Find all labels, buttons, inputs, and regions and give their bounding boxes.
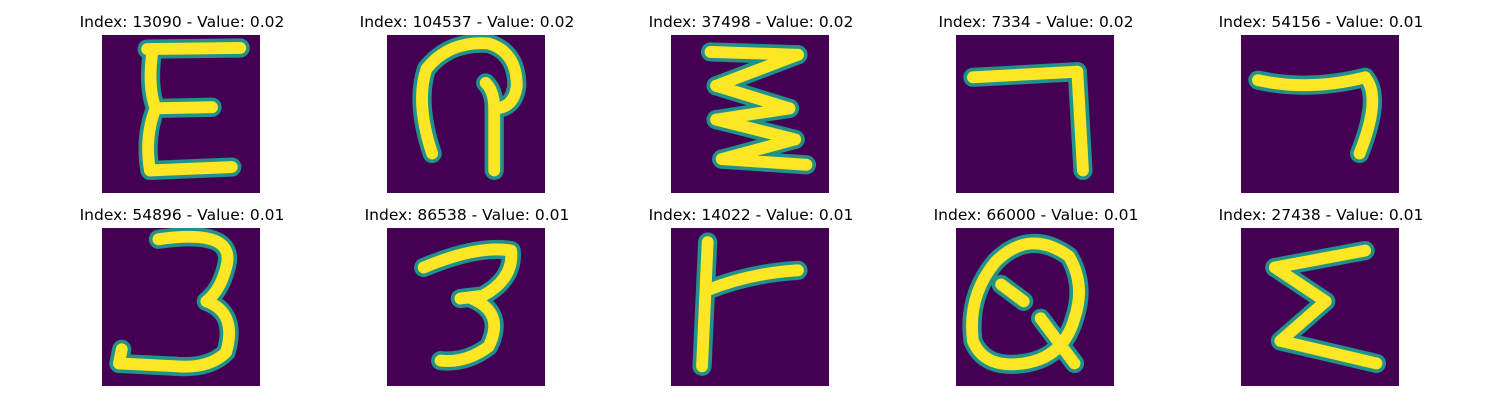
panel-title: Index: 7334 - Value: 0.02 — [938, 13, 1134, 31]
glyph-stroke — [966, 237, 1085, 371]
glyph-stroke — [715, 153, 813, 171]
glyph-image — [387, 35, 545, 193]
glyph-image — [956, 35, 1114, 193]
glyph-image — [102, 35, 260, 193]
glyph-stroke — [149, 101, 218, 115]
panel-title: Index: 104537 - Value: 0.02 — [359, 13, 575, 31]
glyph-stroke — [152, 230, 234, 308]
glyph-stroke — [417, 243, 518, 305]
glyph-image — [102, 228, 260, 386]
glyph-stroke — [144, 161, 238, 177]
panel-title: Index: 14022 - Value: 0.01 — [648, 206, 854, 224]
glyph-image — [671, 35, 829, 193]
panel-title: Index: 86538 - Value: 0.01 — [364, 206, 570, 224]
panel-title: Index: 27438 - Value: 0.01 — [1218, 206, 1424, 224]
glyph-stroke — [1252, 71, 1372, 92]
glyph-stroke — [479, 77, 501, 177]
panel-title: Index: 54156 - Value: 0.01 — [1218, 13, 1424, 31]
glyph-image — [387, 228, 545, 386]
glyph-stroke — [144, 43, 162, 115]
panel-title: Index: 66000 - Value: 0.01 — [933, 206, 1139, 224]
glyph-stroke — [1071, 65, 1089, 177]
panel-title: Index: 13090 - Value: 0.02 — [79, 13, 285, 31]
glyph-stroke — [1268, 261, 1332, 308]
glyph-stroke — [1353, 71, 1379, 160]
glyph-stroke — [169, 295, 235, 373]
glyph-stroke — [113, 357, 182, 373]
glyph-stroke — [696, 236, 714, 373]
glyph-stroke — [710, 113, 802, 146]
glyph-image — [1241, 35, 1399, 193]
glyph-stroke — [1034, 312, 1081, 370]
glyph-stroke — [710, 48, 804, 92]
glyph-stroke — [416, 37, 523, 160]
glyph-stroke — [141, 42, 247, 56]
glyph-stroke — [1274, 295, 1332, 347]
glyph-stroke — [1268, 244, 1372, 274]
glyph-stroke — [701, 264, 804, 296]
glyph-stroke — [967, 65, 1084, 84]
panel-title: Index: 37498 - Value: 0.02 — [648, 13, 854, 31]
panel-title: Index: 54896 - Value: 0.01 — [79, 206, 285, 224]
glyph-image — [956, 228, 1114, 386]
glyph-stroke — [995, 278, 1030, 308]
image-background — [387, 35, 545, 193]
glyph-image — [671, 228, 829, 386]
glyph-stroke — [1274, 334, 1383, 370]
glyph-image — [1241, 228, 1399, 386]
glyph-stroke — [113, 343, 128, 370]
glyph-stroke — [434, 292, 501, 367]
